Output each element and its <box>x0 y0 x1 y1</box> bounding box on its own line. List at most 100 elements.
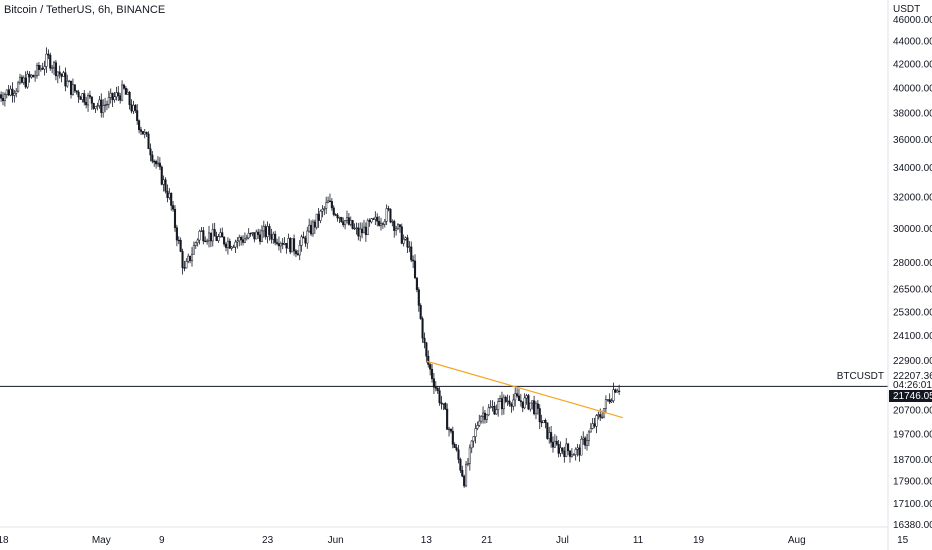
candle-body <box>1 98 5 101</box>
candle-body <box>364 226 367 235</box>
candle-body <box>357 227 360 237</box>
candle-body <box>52 62 56 69</box>
candle-body <box>179 240 182 252</box>
candle-body <box>396 224 400 230</box>
candle-body <box>476 425 479 429</box>
last-price-badge <box>889 390 932 402</box>
candle-body <box>47 53 50 56</box>
candle-body <box>514 393 517 401</box>
candle-body <box>5 89 8 95</box>
time-tick-label: May <box>92 535 111 546</box>
candle-body <box>436 387 439 391</box>
candle-body <box>145 132 148 135</box>
candle-body <box>281 243 284 245</box>
candle-body <box>593 423 596 427</box>
candle-body <box>587 431 590 441</box>
candle-body <box>302 236 305 239</box>
candle-body <box>207 232 211 242</box>
candle-body <box>189 255 192 261</box>
candle-body <box>389 208 392 223</box>
candle-body <box>559 447 562 454</box>
candle-body <box>461 469 464 477</box>
candle-body <box>536 403 539 409</box>
candle-body <box>158 162 161 168</box>
candle-body <box>272 233 275 240</box>
candle-body <box>257 231 260 236</box>
candle-body <box>253 232 256 240</box>
candle-body <box>221 232 224 238</box>
candle-body <box>270 234 273 240</box>
candle-body <box>327 200 330 204</box>
candle-body <box>32 74 35 78</box>
candle-body <box>39 67 42 70</box>
candle-body <box>531 400 534 404</box>
candle-body <box>304 237 307 244</box>
candle-body <box>81 93 84 100</box>
secondary-price-label: 22207.36 <box>893 371 932 382</box>
candle-body <box>0 94 3 99</box>
candle-body <box>495 409 498 415</box>
candle-body <box>355 227 358 229</box>
candle-body <box>153 160 156 163</box>
candle-body <box>156 162 160 165</box>
candle-body <box>107 97 110 105</box>
candle-body <box>230 246 233 249</box>
candle-body <box>45 53 48 67</box>
candle-body <box>345 217 349 221</box>
candle-body <box>347 217 350 225</box>
candle-body <box>128 92 131 105</box>
candle-body <box>516 393 519 397</box>
candle-body <box>387 208 390 210</box>
candle-body <box>274 233 277 243</box>
candle-body <box>344 220 347 226</box>
candle-body <box>525 395 528 399</box>
candle-body <box>584 437 587 446</box>
candle-body <box>296 253 299 256</box>
candle-body <box>434 386 437 389</box>
candle-body <box>240 237 243 241</box>
candle-body <box>451 430 454 445</box>
time-tick-label: Aug <box>788 535 806 546</box>
time-axis: 18May923Jun1321Jul1119Aug1523 <box>0 535 909 546</box>
candle-body <box>400 226 403 244</box>
candle-body <box>79 96 82 100</box>
candle-body <box>576 447 579 450</box>
candle-body <box>49 54 52 69</box>
candle-body <box>470 440 473 449</box>
candle-body <box>7 89 10 96</box>
price-tick-label: 17900.00 <box>893 477 932 488</box>
candle-body <box>508 400 511 405</box>
candle-body <box>497 401 500 410</box>
candle-body <box>155 161 158 165</box>
candle-body <box>164 179 167 192</box>
candle-body <box>264 226 267 238</box>
candle-body <box>260 230 263 242</box>
candle-body <box>66 80 69 87</box>
candle-body <box>11 88 14 96</box>
candle-body <box>404 237 407 240</box>
candle-body <box>447 428 451 431</box>
time-tick-label: 19 <box>693 535 705 546</box>
candle-body <box>361 228 364 234</box>
candle-body <box>277 243 280 247</box>
candle-body <box>60 73 63 77</box>
candle-body <box>340 217 343 222</box>
candle-body <box>115 92 118 98</box>
candle-body <box>548 432 551 439</box>
time-tick-label: 11 <box>633 535 644 546</box>
price-axis: 46000.00 44000.00 42000.00 40000.00 38000.00… <box>893 15 932 531</box>
candle-body <box>381 223 384 225</box>
candle-body <box>51 67 54 69</box>
candle-body <box>572 454 575 456</box>
candle-body <box>293 238 296 252</box>
candle-body <box>415 277 418 290</box>
candle-body <box>351 220 354 229</box>
candle-body <box>255 231 258 240</box>
candle-body <box>480 416 483 422</box>
candle-body <box>228 240 231 249</box>
candle-body <box>362 226 366 234</box>
candle-body <box>28 73 31 78</box>
candle-body <box>149 148 152 156</box>
candle-body <box>311 221 315 235</box>
